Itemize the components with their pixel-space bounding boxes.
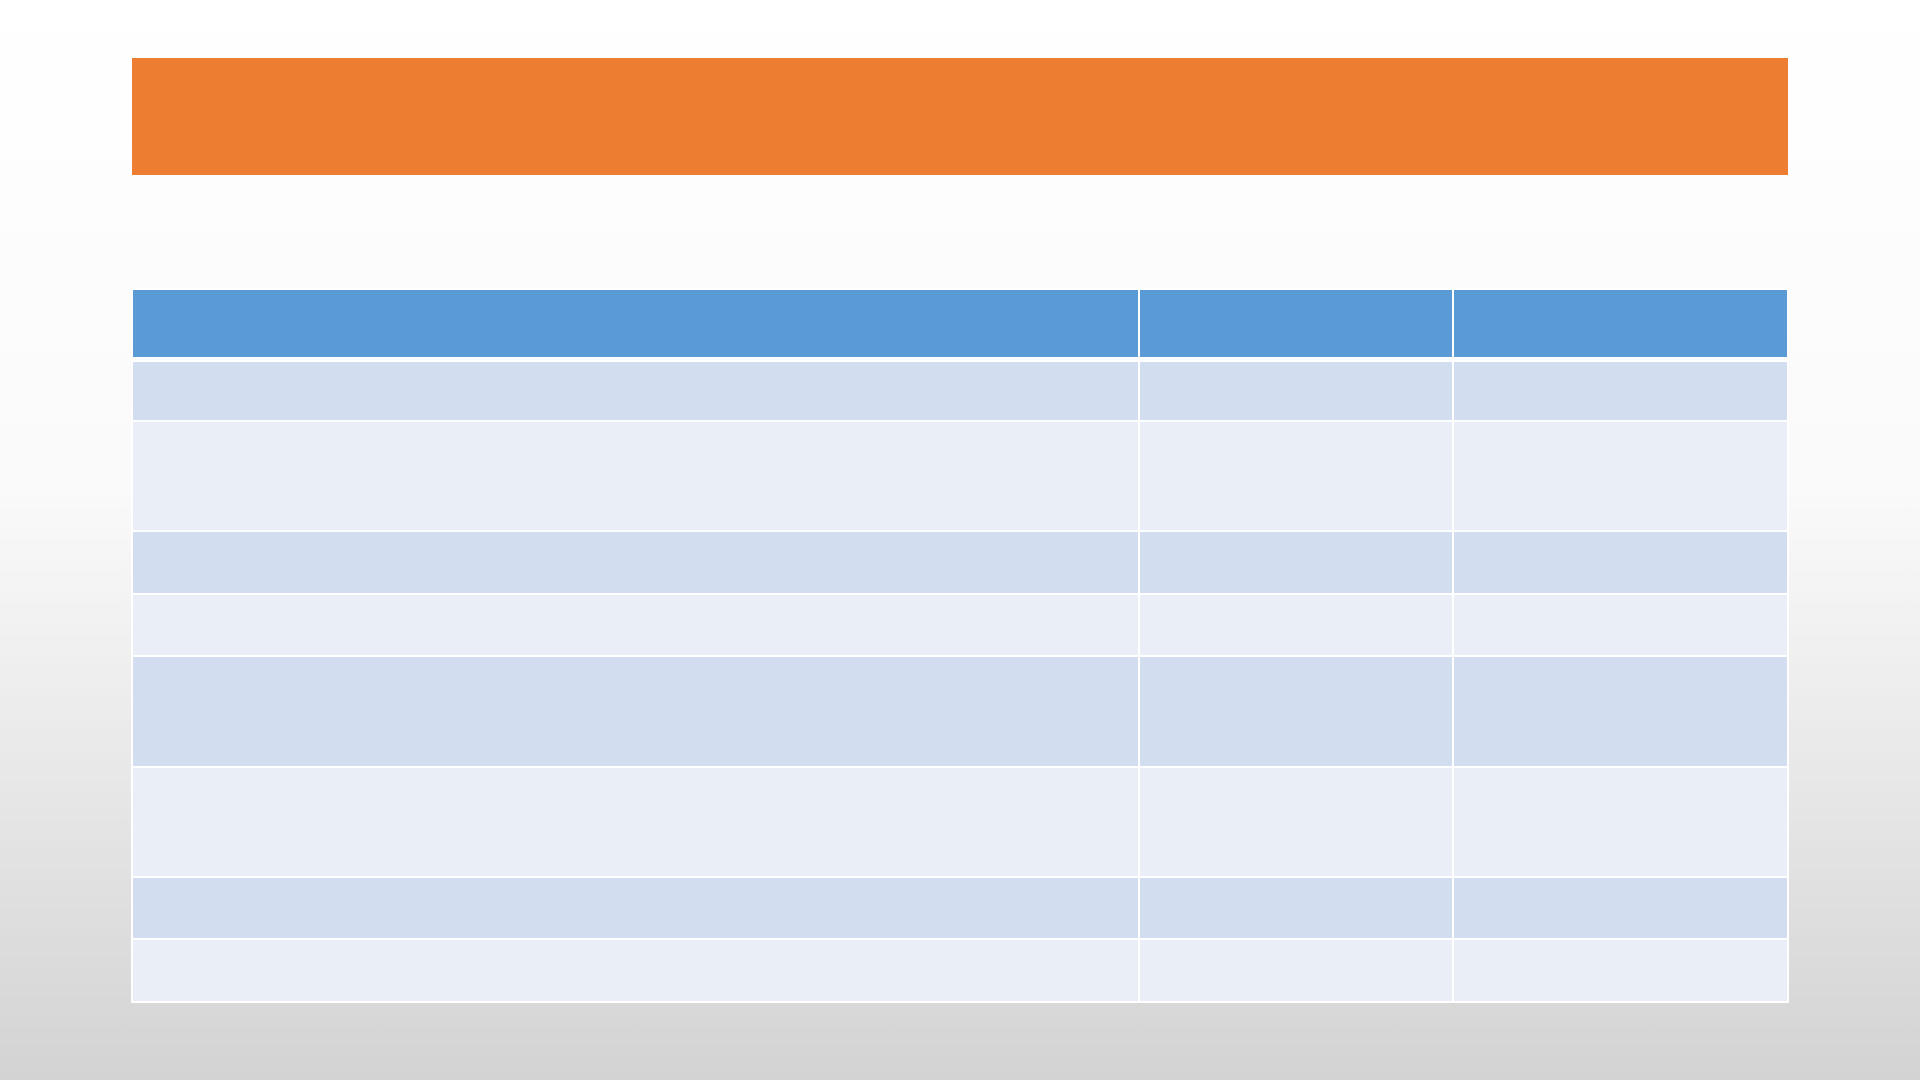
table-cell — [1138, 938, 1454, 1003]
table-cell — [1138, 360, 1454, 422]
title-bar — [132, 58, 1788, 175]
table-cell — [1138, 420, 1454, 532]
table-cell — [1138, 876, 1454, 940]
table-cell — [1452, 938, 1789, 1003]
table-cell — [1138, 655, 1454, 768]
table-cell — [1138, 766, 1454, 878]
table-cell — [1452, 420, 1789, 532]
table — [131, 288, 1789, 359]
header-cell — [131, 288, 1140, 359]
table-cell — [1452, 530, 1789, 595]
table-cell — [131, 420, 1140, 532]
table-cell — [131, 655, 1140, 768]
table-body — [131, 360, 1789, 1003]
table-cell — [1452, 593, 1789, 657]
table-cell — [1452, 876, 1789, 940]
table-cell — [1138, 593, 1454, 657]
table-cell — [1452, 360, 1789, 422]
table-cell — [1138, 530, 1454, 595]
header-cell — [1452, 288, 1789, 359]
header-cell — [1138, 288, 1454, 359]
table-cell — [1452, 655, 1789, 768]
table-cell — [1452, 766, 1789, 878]
table-cell — [131, 360, 1140, 422]
table-cell — [131, 530, 1140, 595]
table-cell — [131, 876, 1140, 940]
table-cell — [131, 766, 1140, 878]
table-cell — [131, 938, 1140, 1003]
table-cell — [131, 593, 1140, 657]
